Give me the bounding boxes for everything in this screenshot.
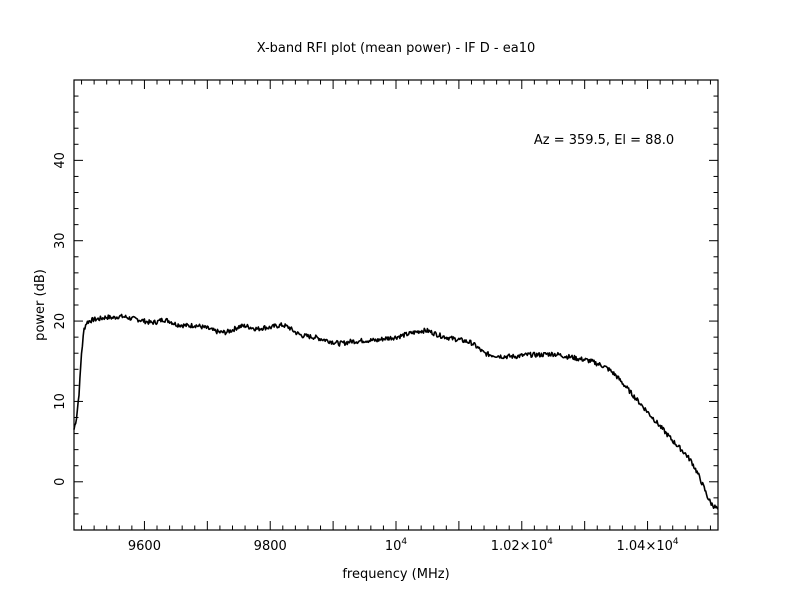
az-el-annotation: Az = 359.5, El = 88.0 [534,133,674,148]
y-tick-label: 10 [53,393,68,410]
y-tick-labels: 0 10 20 30 40 [53,152,68,486]
x-tick-labels: 9600 9800 104 1.02×104 1.04×104 [128,537,679,554]
y-tick-label: 30 [53,232,68,249]
y-axis-title: power (dB) [33,269,48,341]
x-axis-title: frequency (MHz) [342,567,449,582]
power-line [73,313,719,510]
y-tick-label: 0 [53,478,68,486]
y-tick-label: 40 [53,152,68,169]
x-tick-label: 9800 [254,539,287,554]
x-tick-label: 1.02×104 [491,537,553,554]
y-tick-label: 20 [53,313,68,330]
axis-ticks [74,80,718,530]
x-tick-label: 9600 [128,539,161,554]
x-tick-label: 104 [385,537,408,554]
x-tick-label: 1.04×104 [617,537,679,554]
chart-title: X-band RFI plot (mean power) - IF D - ea… [257,41,536,56]
